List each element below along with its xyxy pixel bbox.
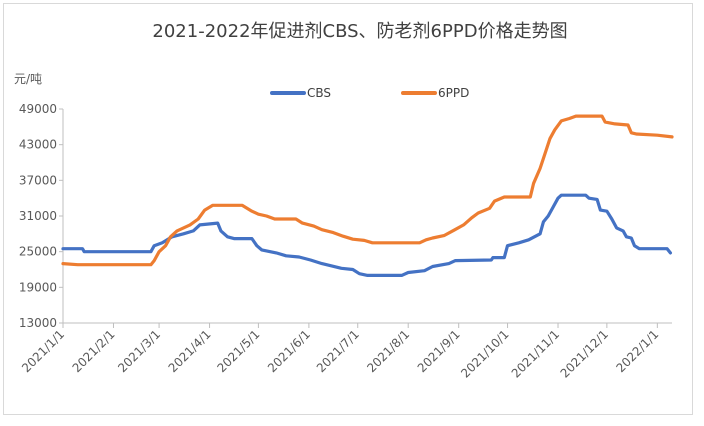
x-tick-label: 2021/6/1 [265,327,313,375]
y-tick-label: 37000 [19,173,57,187]
x-tick-label: 2021/7/1 [314,327,362,375]
series-layer [61,114,674,277]
y-tick-label: 25000 [19,245,57,259]
y-axis: 49000 43000 37000 31000 25000 19000 13000 [19,102,64,330]
y-tick-label: 49000 [19,102,57,116]
y-tick-label: 43000 [19,138,57,152]
y-tick-label: 19000 [19,280,57,294]
x-tick-label: 2021/10/1 [458,327,511,380]
x-tick-label: 2021/8/1 [364,327,412,375]
chart-frame [3,3,693,415]
legend-label-6ppd: 6PPD [438,86,469,100]
x-tick-label: 2022/1/1 [613,327,661,375]
legend-label-cbs: CBS [307,86,331,100]
series-line-6ppd [61,114,674,267]
x-tick-label: 2021/2/1 [70,327,118,375]
x-tick-label: 2021/1/1 [19,327,67,375]
y-axis-unit-label: 元/吨 [14,72,42,86]
legend: CBS 6PPD [270,86,469,100]
x-tick-label: 2021/12/1 [558,327,611,380]
y-tick-label: 13000 [19,316,57,330]
x-tick-label: 2021/9/1 [415,327,463,375]
x-tick-label: 2021/5/1 [215,327,263,375]
x-tick-label: 2021/4/1 [166,327,214,375]
x-tick-label: 2021/3/1 [115,327,163,375]
chart-title: 2021-2022年促进剂CBS、防老剂6PPD价格走势图 [152,21,567,42]
y-tick-label: 31000 [19,209,57,223]
x-tick-label: 2021/11/1 [509,327,562,380]
series-line-cbs [61,193,672,277]
